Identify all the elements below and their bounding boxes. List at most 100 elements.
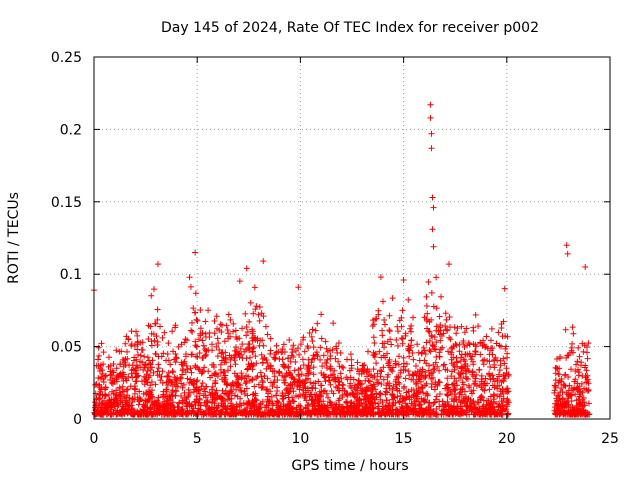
data-point [289, 394, 296, 401]
data-point [371, 373, 378, 380]
data-point [238, 370, 245, 377]
data-point [183, 362, 190, 369]
data-point [91, 410, 98, 417]
data-point [286, 388, 293, 395]
data-point [552, 411, 559, 418]
data-point [422, 372, 429, 379]
data-point [552, 370, 559, 377]
data-point [235, 381, 242, 388]
data-point [258, 384, 265, 391]
data-point [250, 344, 257, 351]
data-point [299, 356, 306, 363]
data-point [360, 396, 367, 403]
plot-frame [93, 56, 611, 420]
data-point [322, 338, 329, 345]
data-point [499, 406, 506, 413]
data-point [422, 351, 429, 358]
data-point [169, 383, 176, 390]
data-point [131, 385, 138, 392]
data-point [366, 378, 373, 385]
data-point [426, 328, 433, 335]
x-tick-label: 20 [498, 431, 516, 447]
data-point [113, 347, 120, 354]
data-point [565, 374, 572, 381]
data-point [307, 379, 314, 386]
data-point [211, 371, 218, 378]
data-point [293, 392, 300, 399]
data-point [462, 403, 469, 410]
data-point [386, 358, 393, 365]
data-point [436, 353, 443, 360]
data-point [147, 404, 154, 411]
data-point [451, 396, 458, 403]
data-point [123, 394, 130, 401]
data-point [428, 332, 435, 339]
data-point [578, 380, 585, 387]
data-point [137, 352, 144, 359]
data-point [249, 335, 256, 342]
data-point [317, 406, 324, 413]
data-point [442, 385, 449, 392]
data-point [291, 398, 298, 405]
data-point [481, 387, 488, 394]
data-point [332, 375, 339, 382]
data-point [552, 364, 559, 371]
data-point [412, 402, 419, 409]
data-point [384, 410, 391, 417]
data-point [131, 390, 138, 397]
data-point [133, 362, 140, 369]
data-point [581, 399, 588, 406]
data-point [154, 261, 161, 268]
data-point [317, 382, 324, 389]
data-point [164, 351, 171, 358]
data-point [422, 396, 429, 403]
data-point [218, 329, 225, 336]
data-point [186, 274, 193, 281]
data-point [187, 365, 194, 372]
data-point [458, 323, 465, 330]
data-point [147, 389, 154, 396]
data-point [123, 408, 130, 415]
data-point [578, 359, 585, 366]
data-point [405, 404, 412, 411]
data-point [101, 397, 108, 404]
data-point [243, 332, 250, 339]
data-point [478, 372, 485, 379]
data-point [196, 396, 203, 403]
data-point [216, 346, 223, 353]
data-point [101, 392, 108, 399]
data-point [209, 361, 216, 368]
data-point [323, 364, 330, 371]
data-point [434, 383, 441, 390]
data-point [268, 393, 275, 400]
data-point [408, 322, 415, 329]
data-point [344, 390, 351, 397]
data-point [321, 374, 328, 381]
y-axis-label: ROTI / TECUs [6, 192, 22, 284]
data-point [444, 375, 451, 382]
data-point [296, 379, 303, 386]
data-point [116, 384, 123, 391]
data-point [239, 325, 246, 332]
data-point [354, 411, 361, 418]
data-point [448, 373, 455, 380]
data-point [113, 411, 120, 418]
data-point [388, 409, 395, 416]
data-point [374, 370, 381, 377]
data-point [414, 341, 421, 348]
data-point [295, 284, 302, 291]
data-point [427, 114, 434, 121]
data-point [152, 381, 159, 388]
data-point [305, 367, 312, 374]
data-points [91, 101, 593, 418]
data-point [448, 349, 455, 356]
data-point [107, 368, 114, 375]
data-point [425, 411, 432, 418]
data-point [155, 353, 162, 360]
data-point [192, 362, 199, 369]
data-point [105, 354, 112, 361]
data-point [312, 327, 319, 334]
data-point [329, 371, 336, 378]
data-point [456, 390, 463, 397]
data-point [146, 372, 153, 379]
